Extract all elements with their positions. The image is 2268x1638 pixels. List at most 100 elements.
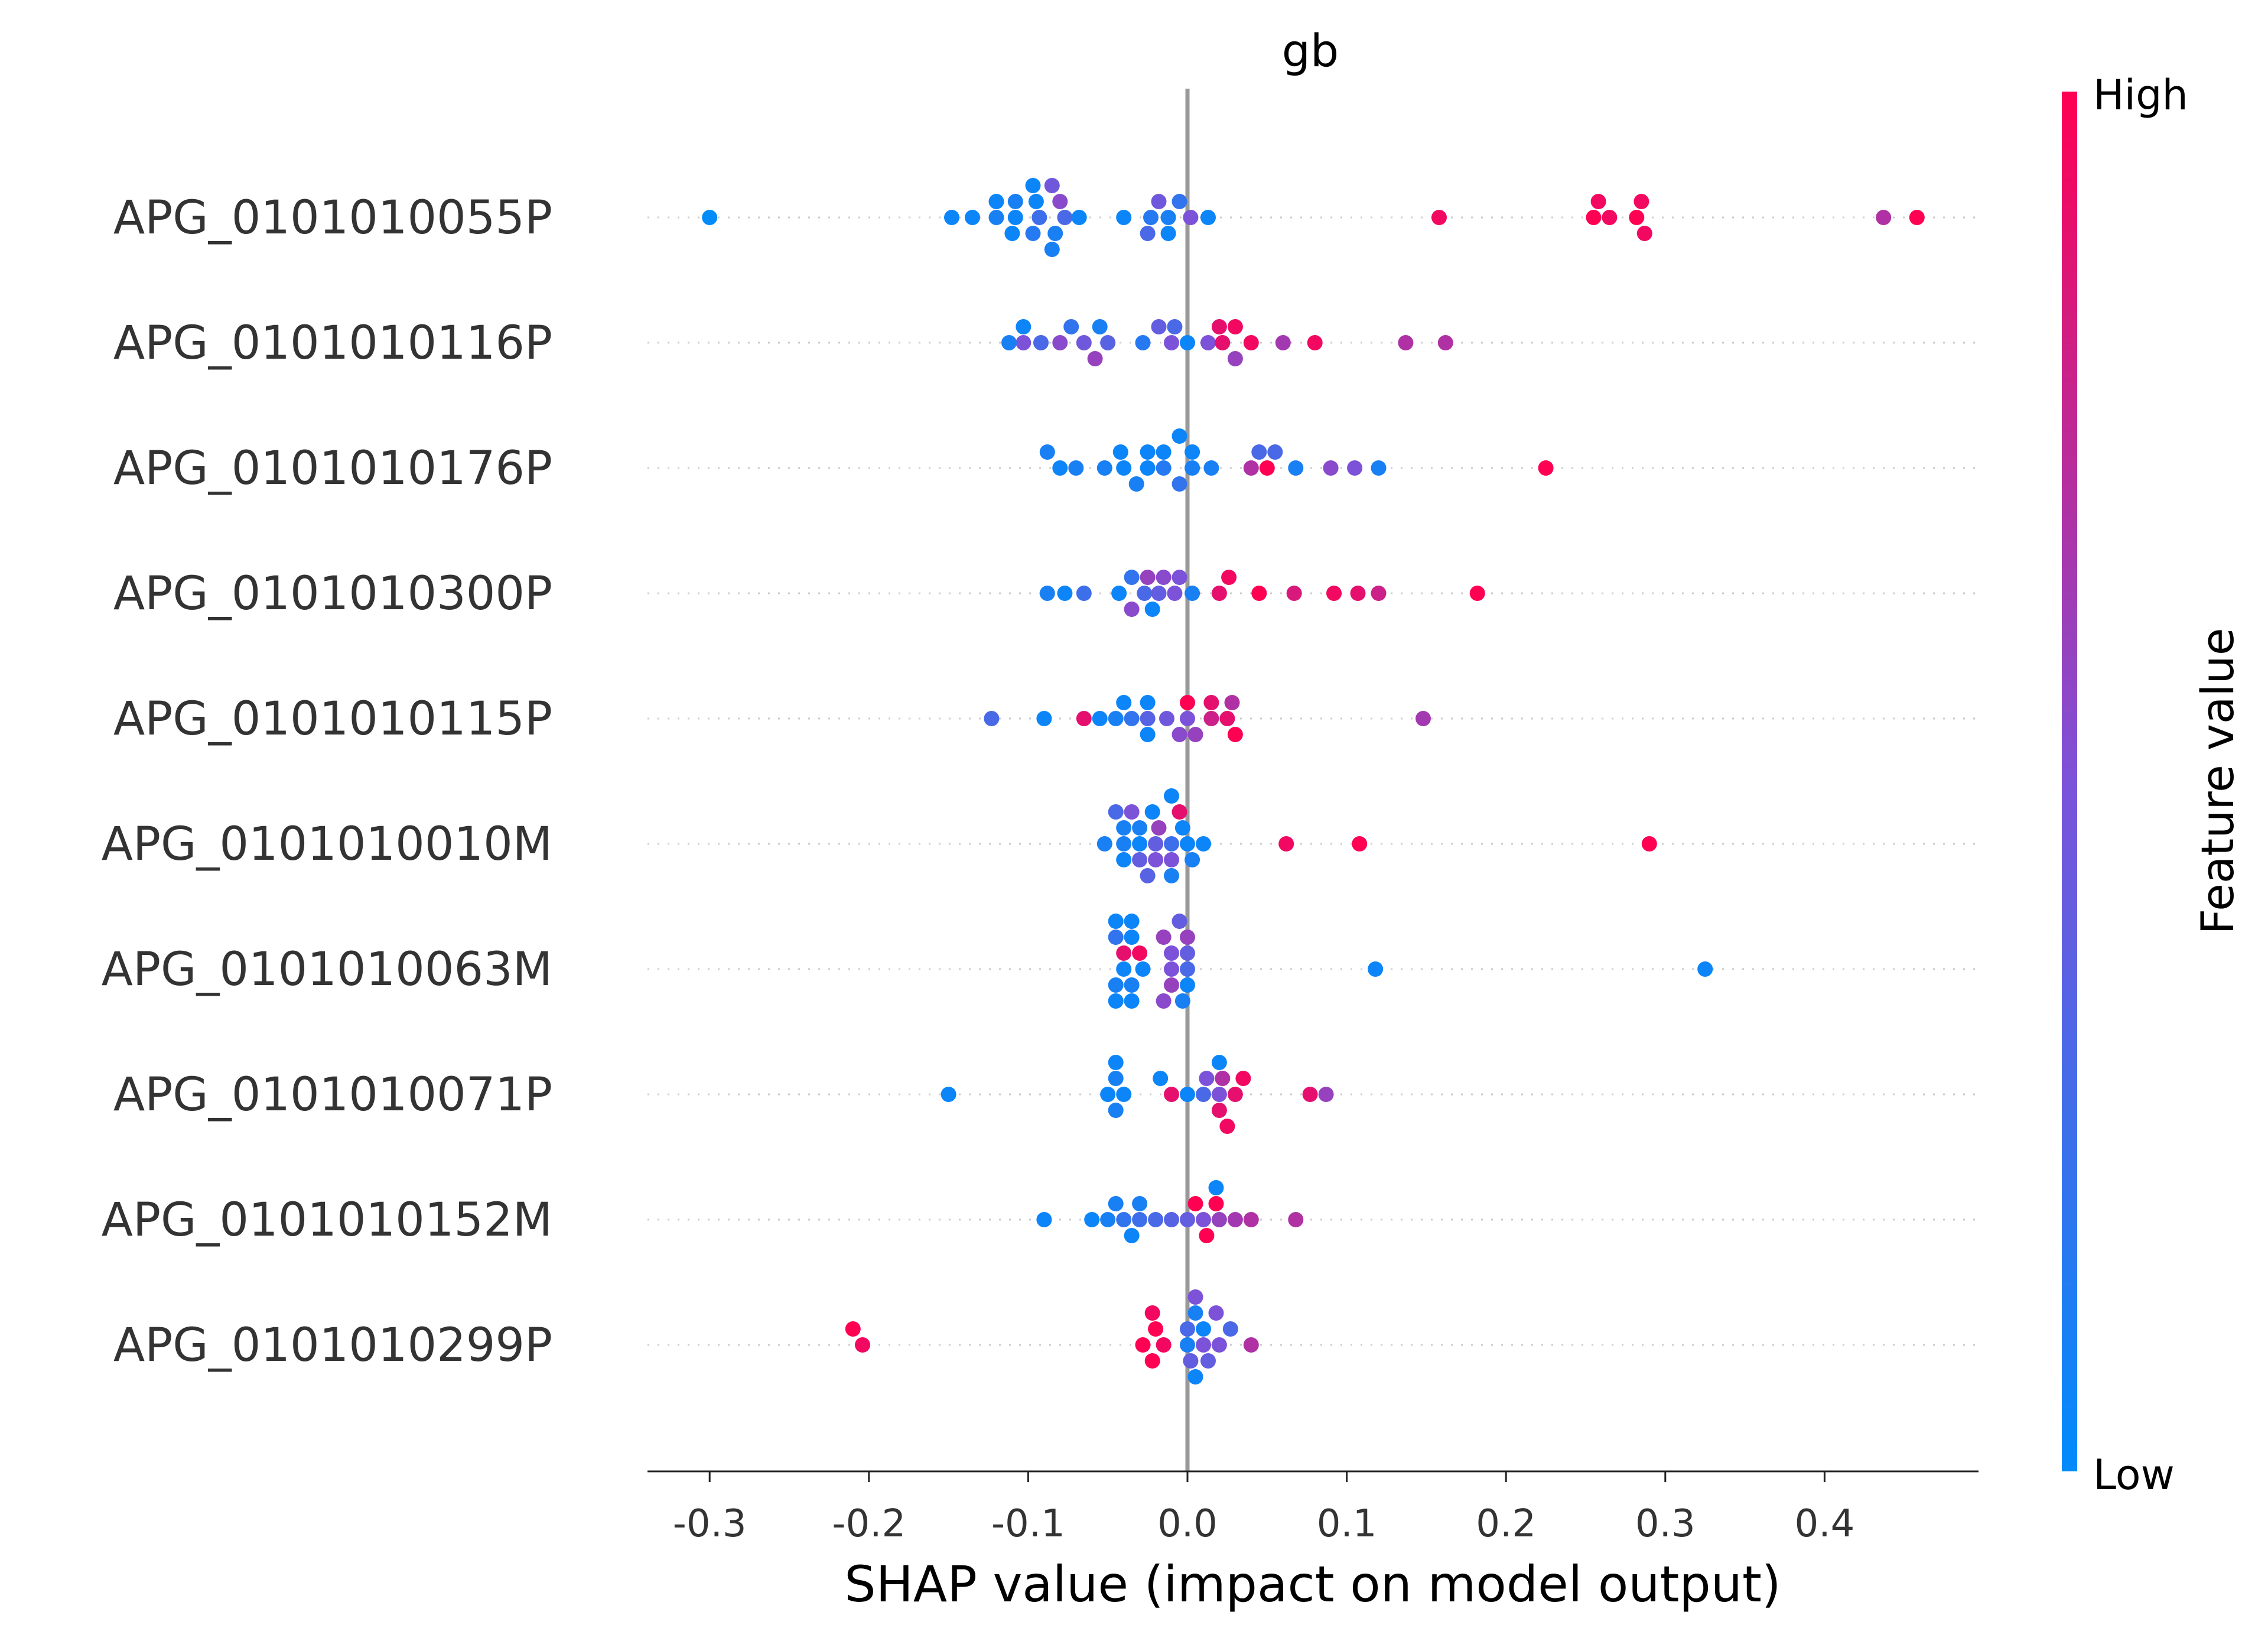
shap-point: [1174, 993, 1190, 1009]
feature-label: APG_0101010176P: [113, 442, 552, 495]
shap-point: [1180, 930, 1195, 945]
shap-point: [1219, 711, 1235, 726]
shap-point: [1200, 210, 1216, 225]
shap-point: [1057, 586, 1073, 601]
shap-point: [1196, 836, 1211, 852]
shap-point: [1227, 1212, 1243, 1227]
shap-point: [1140, 868, 1156, 883]
x-tick-label: 0.4: [1795, 1502, 1855, 1546]
shap-point: [1057, 210, 1073, 225]
shap-point: [1172, 914, 1187, 929]
feature-label: APG_0101010299P: [113, 1319, 552, 1372]
shap-point: [1124, 930, 1140, 945]
shap-point: [1180, 1212, 1195, 1227]
shap-point: [1180, 1321, 1195, 1337]
shap-point: [1148, 1212, 1164, 1227]
shap-point: [855, 1337, 870, 1353]
shap-point: [1004, 226, 1020, 241]
shap-point: [1164, 335, 1179, 350]
shap-point: [1208, 1196, 1224, 1211]
shap-point: [1160, 210, 1176, 225]
shap-point: [1172, 194, 1187, 209]
shap-point: [1116, 695, 1132, 710]
shap-point: [1156, 570, 1172, 585]
shap-point: [1174, 820, 1190, 836]
shap-point: [1275, 335, 1291, 350]
shap-point: [1116, 852, 1132, 867]
shap-point: [1143, 210, 1159, 225]
shap-point: [1641, 836, 1657, 852]
shap-point: [1076, 586, 1092, 601]
shap-point: [1007, 210, 1023, 225]
shap-point: [1112, 444, 1128, 460]
shap-point: [1196, 1087, 1211, 1102]
feature-labels: APG_0101010055P APG_0101010116P APG_010101…: [102, 191, 552, 1372]
shap-point: [1052, 194, 1068, 209]
shap-point: [1185, 852, 1200, 867]
x-axis-title: SHAP value (impact on model output): [844, 1555, 1781, 1613]
shap-point: [1140, 570, 1156, 585]
shap-point: [702, 210, 718, 225]
shap-point: [1124, 570, 1140, 585]
shap-point: [941, 1087, 956, 1102]
shap-point: [1326, 586, 1342, 601]
shap-point: [1025, 178, 1041, 193]
shap-point: [1124, 914, 1140, 929]
shap-point: [1137, 586, 1153, 601]
shap-point: [1172, 476, 1187, 492]
shap-point: [1087, 351, 1103, 366]
colorbar: [2062, 92, 2077, 1471]
shap-point: [1251, 586, 1267, 601]
shap-point: [1227, 1087, 1243, 1102]
shap-point: [1164, 945, 1179, 961]
shap-point: [1183, 1353, 1199, 1369]
shap-point: [1172, 727, 1187, 742]
shap-point: [1144, 1353, 1160, 1369]
feature-label: APG_0101010300P: [113, 567, 552, 620]
shap-point: [1634, 194, 1649, 209]
shap-point: [1128, 476, 1144, 492]
colorbar-low-label: Low: [2093, 1451, 2175, 1499]
shap-point: [1108, 1055, 1124, 1070]
shap-point: [1602, 210, 1618, 225]
shap-point: [1052, 460, 1068, 476]
shap-point: [1140, 695, 1156, 710]
shap-point: [1164, 836, 1179, 852]
shap-point: [1222, 1321, 1238, 1337]
shap-point: [1132, 1196, 1148, 1211]
shap-point: [1267, 444, 1283, 460]
shap-point: [1227, 727, 1243, 742]
shap-point: [1108, 977, 1124, 993]
shap-point: [1135, 335, 1151, 350]
shap-point: [1092, 319, 1108, 334]
shap-point: [1116, 945, 1132, 961]
shap-point: [1132, 945, 1148, 961]
shap-point: [1187, 1289, 1203, 1305]
shap-point: [1016, 319, 1031, 334]
shap-point: [1586, 210, 1602, 225]
shap-point: [1108, 1071, 1124, 1086]
shap-point: [1235, 1071, 1251, 1086]
shap-point: [1160, 226, 1176, 241]
shap-point: [1096, 836, 1112, 852]
shap-point: [1185, 586, 1200, 601]
shap-point: [1156, 444, 1172, 460]
shap-point: [1068, 460, 1084, 476]
shap-point: [1116, 1087, 1132, 1102]
shap-point: [1156, 460, 1172, 476]
colorbar-high-label: High: [2093, 71, 2188, 119]
shap-point: [1116, 460, 1132, 476]
shap-point: [984, 711, 1000, 726]
x-axis-ticks: -0.3 -0.2 -0.1 0.0 0.1 0.2 0.3 0.4: [673, 1471, 1855, 1546]
shap-point: [1538, 460, 1554, 476]
shap-point: [1251, 444, 1267, 460]
shap-point: [1076, 711, 1092, 726]
shap-point: [1211, 319, 1227, 334]
shap-point: [1140, 711, 1156, 726]
shap-point: [1437, 335, 1453, 350]
shap-point: [1199, 1228, 1215, 1243]
shap-point: [1371, 460, 1387, 476]
shap-point: [1180, 711, 1195, 726]
shap-point: [1153, 1071, 1169, 1086]
